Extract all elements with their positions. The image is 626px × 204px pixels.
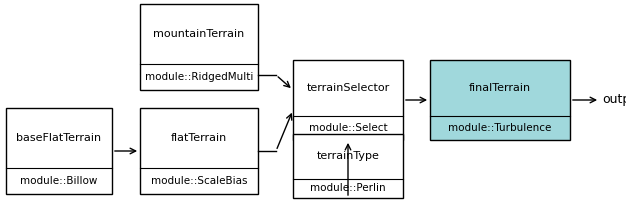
Bar xyxy=(293,134,403,198)
Text: finalTerrain: finalTerrain xyxy=(469,83,531,93)
Bar xyxy=(140,108,258,194)
Text: output: output xyxy=(602,93,626,106)
Bar xyxy=(6,108,112,194)
Text: flatTerrain: flatTerrain xyxy=(171,133,227,143)
Text: module::Perlin: module::Perlin xyxy=(310,183,386,193)
Text: terrainType: terrainType xyxy=(317,151,379,161)
Text: module::Select: module::Select xyxy=(309,123,387,133)
Text: mountainTerrain: mountainTerrain xyxy=(153,29,245,39)
Bar xyxy=(430,60,570,140)
Text: module::RidgedMulti: module::RidgedMulti xyxy=(145,72,253,82)
Text: terrainSelector: terrainSelector xyxy=(306,83,389,93)
Text: module::Billow: module::Billow xyxy=(20,176,98,186)
Text: module::ScaleBias: module::ScaleBias xyxy=(151,176,247,186)
Bar xyxy=(293,60,403,140)
Text: module::Turbulence: module::Turbulence xyxy=(448,123,552,133)
Bar xyxy=(140,4,258,90)
Text: baseFlatTerrain: baseFlatTerrain xyxy=(16,133,101,143)
